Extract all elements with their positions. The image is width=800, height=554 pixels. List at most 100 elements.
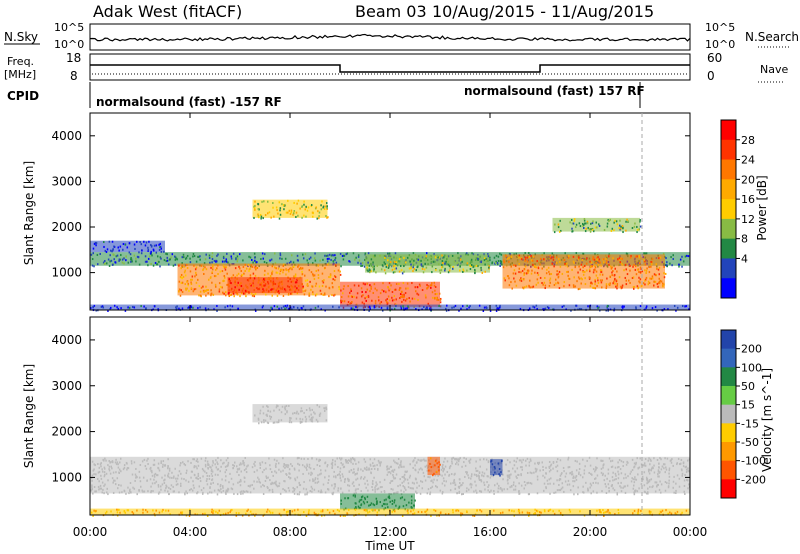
power-band-4 [252, 199, 328, 218]
noise-tick-right-high: 10^5 [705, 21, 735, 34]
velocity-band-4 [490, 459, 503, 476]
velocity-cbar-label: Velocity [m s^-1] [760, 368, 774, 472]
nave-tick-high: 60 [707, 51, 722, 65]
velocity-heatmap [90, 404, 691, 517]
cpid-segment-1: normalsound (fast) -157 RF [96, 95, 282, 109]
power-cbar-swatch [721, 120, 736, 141]
freq-tick-low: 8 [70, 69, 78, 83]
power-cbar-tick-label: 12 [741, 213, 755, 226]
power-y-ticks: 1000 2000 3000 4000 [51, 129, 690, 280]
power-ytick-label: 1000 [51, 266, 82, 280]
x-tick-label: 20:00 [573, 525, 608, 539]
velocity-cbar-tick-label: 50 [741, 380, 755, 393]
velocity-cbar-swatch [721, 423, 736, 443]
velocity-cbar-tick-label: -200 [741, 473, 766, 486]
nsearch-label: N.Search [745, 30, 799, 44]
power-cbar-swatch [721, 258, 736, 279]
nsky-label: N.Sky [4, 30, 38, 44]
velocity-cbar-tick-label: 100 [741, 361, 762, 374]
velocity-band-0-speckle [90, 456, 691, 496]
power-band-6 [365, 254, 490, 273]
power-cbar-tick-label: 24 [741, 154, 755, 167]
site-title: Adak West (fitACF) [93, 2, 242, 21]
power-cbar-swatch [721, 278, 736, 299]
noise-tick-right-low: 10^0 [705, 38, 735, 51]
velocity-cbar-tick-label: -15 [741, 417, 759, 430]
noise-trace [89, 33, 691, 42]
power-cbar-frame [720, 119, 737, 299]
x-axis-label: Time UT [364, 539, 415, 553]
velocity-band-3 [427, 456, 440, 476]
velocity-band-1-speckle [254, 404, 328, 425]
x-tick-label: 04:00 [173, 525, 208, 539]
freq-panel-frame [89, 53, 691, 81]
power-ylabel: Slant Range [km] [22, 161, 36, 265]
velocity-cbar-swatch [721, 404, 736, 424]
velocity-ylabel: Slant Range [km] [22, 364, 36, 468]
nave-label: Nave [760, 63, 788, 76]
power-cbar-swatch [721, 218, 736, 240]
power-band-8-speckle [553, 218, 642, 234]
x-axis-ticks: 00:00 04:00 08:00 12:00 16:00 20:00 00:00 [73, 113, 708, 539]
power-band-4-speckle [253, 199, 329, 220]
velocity-colorbar: 200 100 50 15 -15 -50 -100 -200 [720, 329, 766, 499]
power-cbar-tick-label: 20 [741, 173, 755, 186]
power-band-6-speckle [366, 254, 491, 275]
noise-tick-left-high: 10^5 [54, 21, 84, 34]
date-range: 10/Aug/2015 - 11/Aug/2015 [432, 2, 654, 21]
freq-step-trace [90, 64, 690, 73]
power-cbar-tick-label: 8 [741, 233, 748, 246]
velocity-cbar-frame [720, 329, 737, 499]
velocity-cbar-swatch [721, 386, 736, 406]
velocity-cbar-swatch [721, 442, 736, 462]
power-band-5 [340, 281, 440, 307]
velocity-cbar-swatch [721, 367, 736, 387]
velocity-cbar-swatch [721, 479, 736, 499]
x-tick-label: 08:00 [273, 525, 308, 539]
velocity-band-4-speckle [490, 459, 503, 477]
power-cbar-swatch [721, 199, 736, 220]
freq-label-line2: [MHz] [4, 68, 36, 81]
x-tick-label: 00:00 [73, 525, 108, 539]
velocity-cbar-tick-label: 15 [741, 399, 755, 412]
cpid-segment-2: normalsound (fast) 157 RF [464, 84, 645, 98]
power-cbar-swatch [721, 179, 736, 200]
beam-label: Beam 03 [355, 2, 427, 21]
power-heatmap [90, 199, 690, 312]
noise-tick-left-low: 10^0 [54, 38, 84, 51]
velocity-band-3-speckle [428, 457, 441, 477]
power-band-1-speckle [92, 240, 165, 254]
velocity-band-2-speckle [340, 494, 416, 512]
velocity-cbar-swatch [721, 460, 736, 480]
velocity-cbar-tick-label: -100 [741, 455, 766, 468]
noise-panel-frame [89, 23, 691, 51]
power-band-3-speckle [227, 277, 304, 295]
x-tick-label: 00:00 [673, 525, 708, 539]
velocity-cbar-swatch [721, 330, 736, 350]
power-cbar-tick-label: 16 [741, 193, 755, 206]
nave-tick-low: 0 [707, 69, 715, 83]
velocity-ytick-label: 1000 [51, 470, 82, 484]
freq-tick-high: 18 [66, 51, 81, 65]
power-band-7-speckle [502, 254, 667, 291]
power-ytick-label: 2000 [51, 220, 82, 234]
x-tick-label: 16:00 [473, 525, 508, 539]
power-band-1 [90, 240, 165, 253]
power-cbar-tick-label: 4 [741, 252, 748, 265]
velocity-band-5-speckle [90, 508, 688, 517]
velocity-cbar-tick-label: 200 [741, 343, 762, 356]
velocity-ytick-label: 2000 [51, 425, 82, 439]
velocity-y-ticks: 1000 2000 3000 4000 [51, 333, 690, 484]
power-cbar-tick-label: 28 [741, 134, 755, 147]
x-tick-label: 12:00 [373, 525, 408, 539]
freq-label-line1: Freq. [7, 55, 34, 68]
power-cbar-label: Power [dB] [755, 175, 769, 240]
velocity-cbar-swatch [721, 348, 736, 368]
cpid-label: CPID [7, 89, 39, 103]
velocity-ytick-label: 4000 [51, 333, 82, 347]
power-cbar-swatch [721, 139, 736, 161]
velocity-ytick-label: 3000 [51, 379, 82, 393]
power-cbar-swatch [721, 159, 736, 180]
power-ytick-label: 3000 [51, 174, 82, 188]
